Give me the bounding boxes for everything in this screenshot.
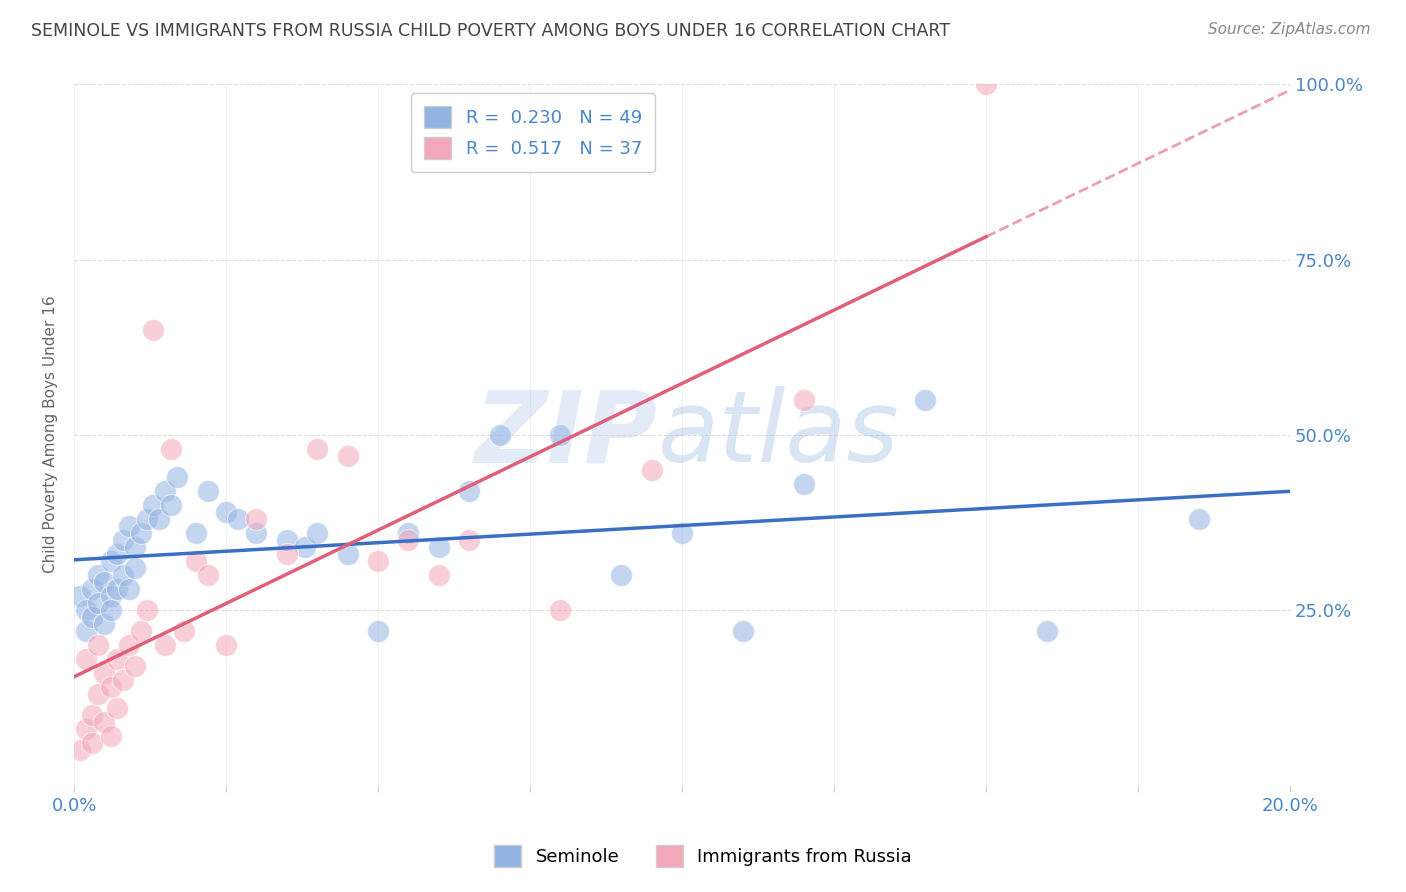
Point: [914, 392, 936, 407]
Point: [367, 624, 389, 638]
Point: [640, 462, 662, 476]
Point: [136, 602, 159, 616]
Point: [82, 736, 104, 750]
Point: [111, 673, 134, 687]
Point: [100, 602, 122, 616]
Point: [173, 624, 195, 638]
Point: [129, 525, 152, 540]
Point: [197, 483, 219, 498]
Point: [124, 560, 146, 574]
Point: [142, 498, 165, 512]
Point: [118, 638, 141, 652]
Point: [111, 567, 134, 582]
Point: [1188, 511, 1211, 525]
Point: [124, 658, 146, 673]
Point: [105, 547, 128, 561]
Point: [155, 638, 177, 652]
Point: [160, 498, 183, 512]
Point: [105, 582, 128, 596]
Point: [276, 533, 298, 547]
Point: [100, 729, 122, 743]
Point: [75, 602, 97, 616]
Point: [1036, 624, 1059, 638]
Point: [458, 483, 481, 498]
Point: [142, 322, 165, 336]
Point: [245, 525, 267, 540]
Point: [974, 78, 997, 92]
Point: [87, 596, 110, 610]
Point: [136, 511, 159, 525]
Point: [336, 547, 359, 561]
Text: atlas: atlas: [658, 386, 900, 483]
Point: [671, 525, 693, 540]
Point: [155, 483, 177, 498]
Point: [215, 638, 238, 652]
Point: [75, 651, 97, 665]
Legend: Seminole, Immigrants from Russia: Seminole, Immigrants from Russia: [486, 838, 920, 874]
Point: [793, 392, 815, 407]
Point: [367, 554, 389, 568]
Point: [550, 602, 572, 616]
Point: [93, 714, 115, 729]
Point: [226, 511, 249, 525]
Point: [307, 442, 329, 456]
Point: [111, 533, 134, 547]
Point: [87, 687, 110, 701]
Point: [458, 533, 481, 547]
Point: [488, 427, 510, 442]
Point: [93, 574, 115, 589]
Point: [105, 651, 128, 665]
Y-axis label: Child Poverty Among Boys Under 16: Child Poverty Among Boys Under 16: [44, 296, 58, 574]
Point: [276, 547, 298, 561]
Point: [93, 665, 115, 680]
Point: [731, 624, 754, 638]
Point: [184, 554, 207, 568]
Point: [69, 589, 91, 603]
Point: [610, 567, 633, 582]
Point: [148, 511, 170, 525]
Point: [184, 525, 207, 540]
Point: [793, 476, 815, 491]
Point: [87, 638, 110, 652]
Point: [82, 707, 104, 722]
Point: [75, 722, 97, 736]
Point: [129, 624, 152, 638]
Point: [93, 616, 115, 631]
Point: [100, 589, 122, 603]
Point: [87, 567, 110, 582]
Text: ZIP: ZIP: [475, 386, 658, 483]
Point: [160, 442, 183, 456]
Point: [215, 505, 238, 519]
Point: [82, 609, 104, 624]
Point: [245, 511, 267, 525]
Point: [166, 469, 188, 483]
Point: [398, 533, 420, 547]
Point: [69, 743, 91, 757]
Point: [124, 540, 146, 554]
Point: [118, 582, 141, 596]
Text: SEMINOLE VS IMMIGRANTS FROM RUSSIA CHILD POVERTY AMONG BOYS UNDER 16 CORRELATION: SEMINOLE VS IMMIGRANTS FROM RUSSIA CHILD…: [31, 22, 950, 40]
Point: [82, 582, 104, 596]
Point: [197, 567, 219, 582]
Point: [294, 540, 316, 554]
Point: [105, 700, 128, 714]
Point: [427, 567, 450, 582]
Text: Source: ZipAtlas.com: Source: ZipAtlas.com: [1208, 22, 1371, 37]
Point: [75, 624, 97, 638]
Point: [550, 427, 572, 442]
Point: [336, 449, 359, 463]
Legend: R =  0.230   N = 49, R =  0.517   N = 37: R = 0.230 N = 49, R = 0.517 N = 37: [412, 94, 655, 172]
Point: [100, 680, 122, 694]
Point: [427, 540, 450, 554]
Point: [100, 554, 122, 568]
Point: [118, 518, 141, 533]
Point: [398, 525, 420, 540]
Point: [307, 525, 329, 540]
